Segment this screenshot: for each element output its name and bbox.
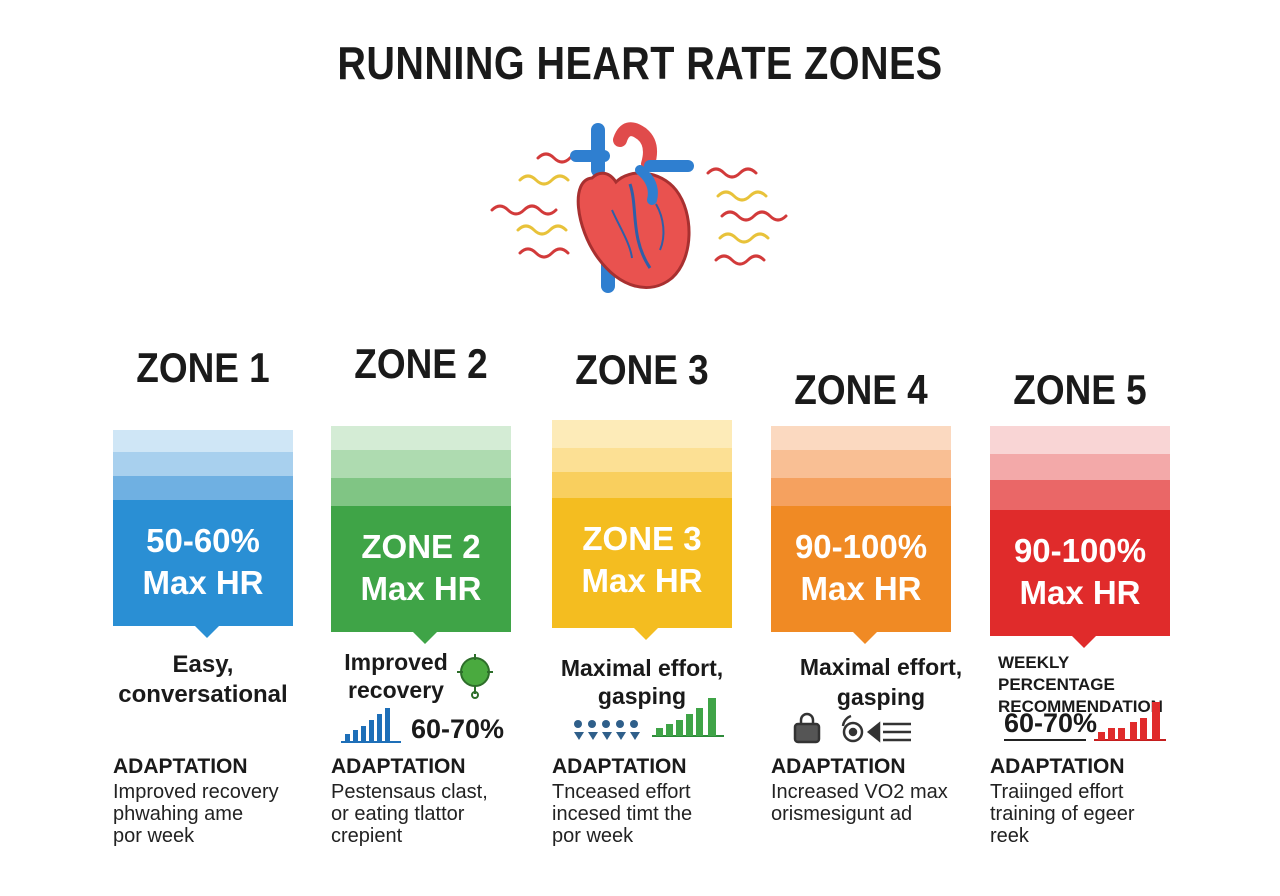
zone-1-description: Easy, conversational [118,651,288,708]
zone-1-block: 50-60% Max HR [113,430,293,638]
zone-3-range: ZONE 3 [582,520,702,557]
runners-group-icon [574,720,640,740]
zone-1-adaptation-title: ADAPTATION [113,755,248,778]
zone-5-block: 90-100% Max HR [990,426,1170,648]
zone-3-label: ZONE 3 [575,346,709,393]
zone-3-description: Maximal effort, gasping [560,655,724,709]
zone-3-unit: Max HR [581,562,703,599]
zone-5-range: 90-100% [1013,532,1147,569]
zone-2-range: ZONE 2 [361,528,481,565]
zone-3-adaptation-text: Tnceased effort incesed timt the por wee… [552,781,693,847]
red-bar-chart-icon [1094,702,1166,741]
zone-3-block: ZONE 3 Max HR [552,420,732,640]
zone-2-description: Improved recovery [344,649,448,703]
zone-2-label: ZONE 2 [354,340,488,387]
heart-illustration [480,118,810,308]
zone-4-description: Maximal effort, gasping [799,654,963,710]
green-bar-chart-icon [652,698,724,737]
zone-5-adaptation-title: ADAPTATION [990,755,1125,778]
zone-5-percentage: 60-70% [1004,708,1098,738]
zone-1-range: 50-60% [146,522,260,559]
heart-icon [570,122,694,293]
zone-2-block: ZONE 2 Max HR [331,426,511,644]
zone-1-unit: Max HR [142,564,264,601]
zone-1-label: ZONE 1 [136,344,270,391]
zone-4-range: 90-100% [794,528,928,565]
page-title: RUNNING HEART RATE ZONES [337,37,943,89]
zone-1-adaptation-text: Improved recovery phwahing ame por week [113,781,279,847]
zone-2-adaptation-text: Pestensaus clast, or eating tlattor crep… [331,781,488,847]
zone-5-unit: Max HR [1019,574,1141,611]
zone-4-block: 90-100% Max HR [771,426,951,644]
zone-5-label: ZONE 5 [1013,366,1147,413]
zone-2-adaptation-title: ADAPTATION [331,755,466,778]
zone-4-adaptation-title: ADAPTATION [771,755,906,778]
pulse-lines-left-icon [490,152,588,259]
pulse-lines-right-icon [706,167,788,266]
zone-4-label: ZONE 4 [794,366,928,413]
workout-icons [793,712,911,744]
zone-5-description: WEEKLY PERCENTAGE RECOMMENDATION [998,653,1163,716]
zone-5-adaptation-text: Traiinged effort training of egeer reek [990,781,1135,847]
zone-4-unit: Max HR [800,570,922,607]
zone-4-adaptation-text: Increased VO2 max orismesigunt ad [771,781,948,825]
underline-icon [1004,739,1086,741]
bar-chart-icon [341,708,401,743]
zone-2-unit: Max HR [360,570,482,607]
zone-3-adaptation-title: ADAPTATION [552,755,687,778]
zone-2-percentage: 60-70% [411,714,505,744]
target-icon [457,654,493,699]
